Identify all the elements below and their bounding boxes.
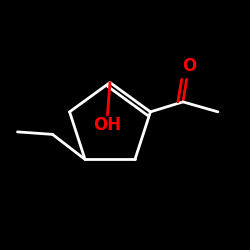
Text: O: O: [182, 56, 196, 74]
Text: OH: OH: [94, 116, 122, 134]
